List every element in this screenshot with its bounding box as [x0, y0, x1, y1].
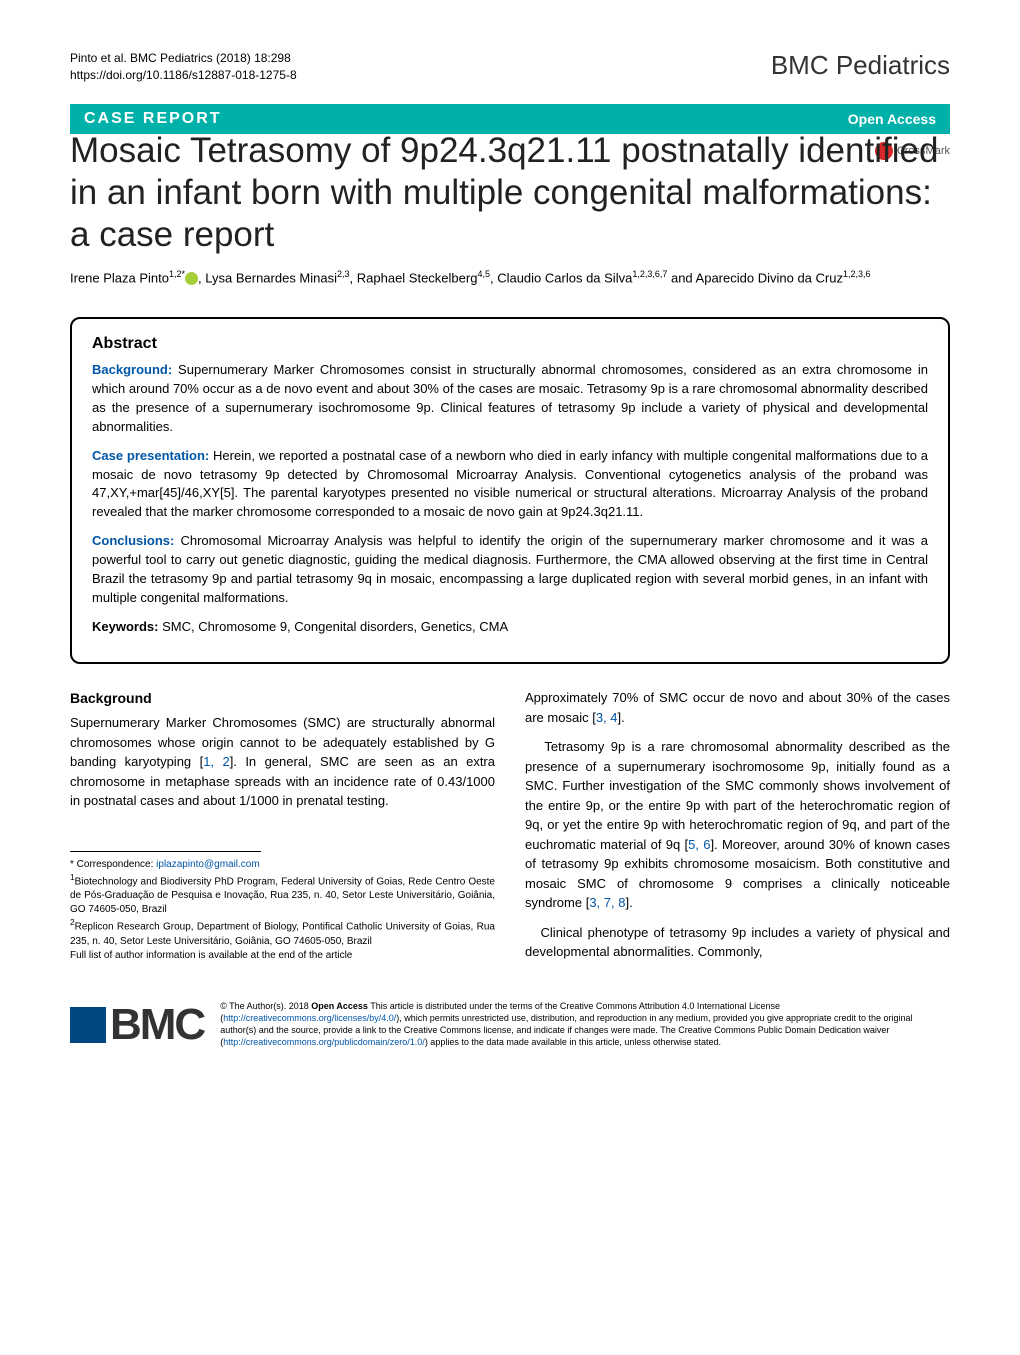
author-name: Irene Plaza Pinto: [70, 270, 169, 285]
open-access-label: Open Access: [848, 111, 936, 127]
author-list: Irene Plaza Pinto1,2* , Lysa Bernardes Mi…: [70, 268, 950, 288]
citation-ref[interactable]: 3, 4: [596, 710, 618, 725]
abstract-box: Abstract Background: Supernumerary Marke…: [70, 317, 950, 664]
abstract-keywords: Keywords: SMC, Chromosome 9, Congenital …: [92, 618, 928, 637]
left-column: Background Supernumerary Marker Chromoso…: [70, 688, 495, 972]
author-name: , Lysa Bernardes Minasi: [198, 270, 337, 285]
abstract-keywords-text: SMC, Chromosome 9, Congenital disorders,…: [158, 619, 508, 634]
affiliation-line: 2Replicon Research Group, Department of …: [70, 917, 495, 948]
citation-block: Pinto et al. BMC Pediatrics (2018) 18:29…: [70, 50, 297, 84]
body-columns: Background Supernumerary Marker Chromoso…: [70, 688, 950, 972]
abstract-case: Case presentation: Herein, we reported a…: [92, 447, 928, 522]
journal-logo: BMC Pediatrics: [771, 50, 950, 81]
background-heading: Background: [70, 688, 495, 709]
author-affiliation: 4,5: [477, 269, 490, 279]
abstract-case-label: Case presentation:: [92, 448, 209, 463]
bmc-square-icon: [70, 1007, 106, 1043]
license-link[interactable]: http://creativecommons.org/publicdomain/…: [223, 1037, 425, 1047]
abstract-conclusions-label: Conclusions:: [92, 533, 174, 548]
body-paragraph: Approximately 70% of SMC occur de novo a…: [525, 688, 950, 727]
abstract-background-label: Background:: [92, 362, 172, 377]
abstract-keywords-label: Keywords:: [92, 619, 158, 634]
body-paragraph: Clinical phenotype of tetrasomy 9p inclu…: [525, 923, 950, 962]
author-affiliation: 1,2*: [169, 269, 185, 279]
citation-ref[interactable]: 1, 2: [203, 754, 230, 769]
abstract-background-text: Supernumerary Marker Chromosomes consist…: [92, 362, 928, 434]
body-paragraph: Tetrasomy 9p is a rare chromosomal abnor…: [525, 737, 950, 913]
body-paragraph: Supernumerary Marker Chromosomes (SMC) a…: [70, 713, 495, 811]
page-header: Pinto et al. BMC Pediatrics (2018) 18:29…: [70, 50, 950, 84]
license-text: © The Author(s). 2018 Open Access This a…: [220, 1000, 950, 1049]
author-name: , Raphael Steckelberg: [350, 270, 478, 285]
citation-ref[interactable]: 3, 7, 8: [589, 895, 625, 910]
abstract-conclusions-text: Chromosomal Microarray Analysis was help…: [92, 533, 928, 605]
footnotes: * Correspondence: iplazapinto@gmail.com …: [70, 858, 495, 963]
correspondence-email[interactable]: iplazapinto@gmail.com: [156, 859, 260, 870]
license-link[interactable]: http://creativecommons.org/licenses/by/4…: [223, 1013, 396, 1023]
article-title: Mosaic Tetrasomy of 9p24.3q21.11 postnat…: [70, 130, 950, 256]
author-affiliation: 2,3: [337, 269, 350, 279]
license-footer: BMC © The Author(s). 2018 Open Access Th…: [70, 992, 950, 1058]
full-author-info-line: Full list of author information is avail…: [70, 949, 495, 963]
author-name: and Aparecido Divino da Cruz: [667, 270, 843, 285]
author-affiliation: 1,2,3,6,7: [632, 269, 667, 279]
author-name: , Claudio Carlos da Silva: [490, 270, 632, 285]
author-affiliation: 1,2,3,6: [843, 269, 871, 279]
orcid-icon[interactable]: [185, 272, 198, 285]
abstract-heading: Abstract: [92, 335, 928, 353]
abstract-conclusions: Conclusions: Chromosomal Microarray Anal…: [92, 532, 928, 607]
abstract-background: Background: Supernumerary Marker Chromos…: [92, 361, 928, 436]
footnote-separator: [70, 851, 261, 852]
citation-ref[interactable]: 5, 6: [688, 837, 710, 852]
right-column: Approximately 70% of SMC occur de novo a…: [525, 688, 950, 972]
correspondence-line: * Correspondence: iplazapinto@gmail.com: [70, 858, 495, 872]
citation-line: Pinto et al. BMC Pediatrics (2018) 18:29…: [70, 50, 297, 67]
abstract-case-text: Herein, we reported a postnatal case of …: [92, 448, 928, 520]
bmc-text: BMC: [110, 1000, 204, 1050]
article-type-label: CASE REPORT: [84, 110, 222, 128]
bmc-logo: BMC: [70, 1000, 204, 1050]
doi-line: https://doi.org/10.1186/s12887-018-1275-…: [70, 67, 297, 84]
affiliation-line: 1Biotechnology and Biodiversity PhD Prog…: [70, 872, 495, 917]
